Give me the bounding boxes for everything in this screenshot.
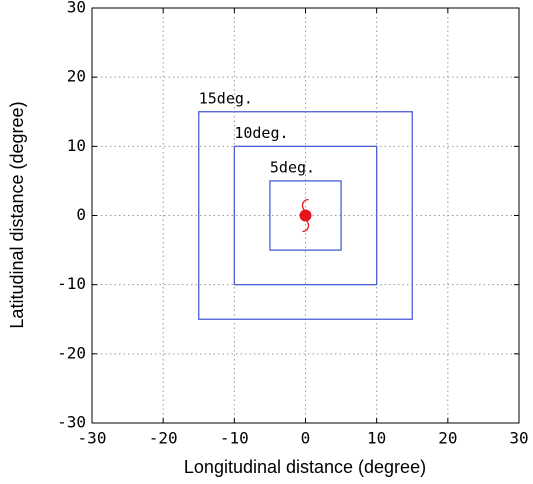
- y-tick-label: -20: [57, 343, 86, 362]
- y-tick-label: 20: [67, 67, 86, 86]
- y-tick-label: 10: [67, 136, 86, 155]
- x-tick-label: -30: [78, 429, 107, 448]
- x-tick-label: -20: [149, 429, 178, 448]
- y-tick-label: 30: [67, 0, 86, 17]
- square-label: 15deg.: [199, 89, 253, 107]
- square-label: 5deg.: [270, 158, 315, 176]
- x-axis-label: Longitudinal distance (degree): [184, 457, 426, 477]
- square: [198, 111, 413, 320]
- x-tick-label: 30: [509, 429, 528, 448]
- square: [233, 145, 378, 286]
- storm-arm: [302, 219, 310, 233]
- square: [269, 180, 342, 251]
- storm-center: [299, 209, 312, 222]
- square-label: 10deg.: [234, 124, 288, 142]
- x-tick-label: 0: [301, 429, 311, 448]
- y-tick-label: -10: [57, 274, 86, 293]
- x-tick-label: 20: [438, 429, 457, 448]
- y-tick-label: -30: [57, 413, 86, 432]
- storm-arm: [301, 198, 309, 212]
- x-tick-label: -10: [220, 429, 249, 448]
- x-tick-label: 10: [367, 429, 386, 448]
- y-axis-label: Latitudinal distance (degree): [7, 101, 27, 328]
- plot-frame: [91, 7, 520, 424]
- y-tick-label: 0: [76, 205, 86, 224]
